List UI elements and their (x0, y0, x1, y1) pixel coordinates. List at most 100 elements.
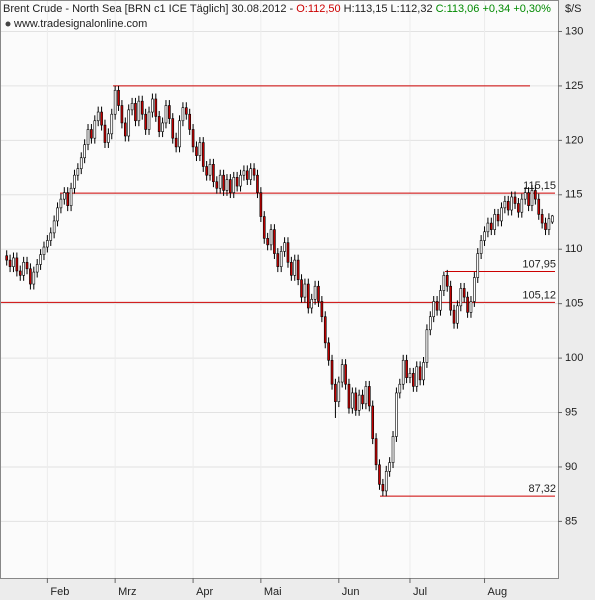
y-tick-label: 130 (565, 25, 583, 37)
y-tick-label: 125 (565, 80, 583, 92)
candle-body (432, 301, 436, 318)
candle-body (161, 122, 164, 132)
candle-body (218, 174, 222, 189)
candle-body (144, 113, 147, 130)
candle-body (388, 462, 391, 472)
candle-body (537, 198, 541, 215)
y-tick-label: 95 (565, 406, 577, 418)
candle-body (273, 229, 276, 254)
candle-body (527, 192, 530, 206)
candle-body (290, 261, 293, 276)
candle-body (530, 190, 534, 206)
candle-body (201, 142, 205, 167)
y-tick-label: 120 (565, 134, 583, 146)
candle-body (59, 198, 63, 209)
candle-body (283, 242, 286, 252)
x-tick-label: Jun (342, 586, 360, 598)
candle-body (493, 214, 497, 230)
candle-body (168, 105, 171, 119)
candle-body (235, 177, 239, 187)
candle-body (222, 174, 225, 191)
candle-body (123, 122, 127, 137)
candle-body (127, 109, 131, 137)
unit-label: $/S (565, 3, 582, 15)
candle-body (120, 105, 124, 124)
candle-body (279, 251, 283, 267)
candle-body (103, 124, 107, 143)
candle-body (412, 373, 415, 387)
candle-body (306, 283, 310, 309)
candle-body (466, 296, 469, 313)
candle-body (178, 120, 181, 148)
candle-body (147, 111, 151, 130)
candle-body (262, 216, 266, 239)
candle-body (435, 301, 439, 311)
candle-body (361, 394, 364, 405)
candle-body (391, 436, 395, 463)
candle-body (489, 222, 493, 230)
candle-body (100, 111, 103, 126)
candle-body (296, 259, 300, 281)
candle-body (506, 201, 510, 211)
y-tick-label: 105 (565, 298, 583, 310)
candle-body (174, 137, 178, 148)
candle-body (198, 142, 202, 156)
candle-body (110, 113, 114, 135)
x-tick-label: Feb (50, 586, 69, 598)
candle-body (249, 168, 253, 180)
candle-body (22, 261, 25, 276)
candle-body (215, 181, 219, 189)
candle-body (239, 174, 242, 187)
candle-body (242, 170, 246, 176)
candle-body (354, 392, 358, 411)
candle-body (428, 316, 432, 331)
candle-body (445, 275, 449, 287)
candle-body (479, 240, 483, 254)
bullet (5, 21, 11, 27)
candle-body (49, 232, 53, 241)
candle-body (303, 283, 307, 298)
candle-body (12, 257, 15, 267)
candle-body (344, 364, 347, 385)
y-tick-label: 110 (565, 243, 583, 255)
level-label: 87,32 (528, 483, 556, 495)
candle-body (181, 107, 185, 122)
candle-body (96, 111, 100, 122)
candle-body (52, 220, 56, 234)
candle-body (520, 198, 524, 213)
candle-body (540, 214, 544, 224)
candle-body (408, 373, 412, 378)
candle-body (8, 259, 12, 267)
candle-body (473, 277, 476, 302)
close-quote: C:113,06 +0,34 +0,30% (436, 3, 552, 15)
candle-body (483, 231, 486, 241)
candle-body (401, 359, 405, 385)
candle-body (42, 246, 46, 255)
x-tick-label: Jul (413, 586, 427, 598)
candle-body (442, 275, 446, 291)
candle-body (323, 316, 327, 344)
candle-body (252, 168, 256, 176)
candle-body (415, 366, 419, 387)
candle-body (66, 192, 70, 206)
level-label: 115,15 (523, 180, 556, 192)
y-tick-label: 115 (565, 189, 583, 201)
title: Brent Crude - North Sea [BRN c1 ICE Tägl… (3, 3, 294, 15)
candle-body (86, 129, 90, 146)
candle-body (32, 271, 36, 285)
candle-body (496, 214, 500, 222)
candle-body (469, 301, 473, 313)
candle-body (449, 285, 452, 311)
y-tick-label: 90 (565, 461, 577, 473)
candle-body (140, 100, 144, 115)
candle-body (503, 201, 507, 209)
candle-body (347, 383, 351, 409)
candle-body (205, 166, 208, 176)
candle-body (500, 207, 503, 222)
candle-body (371, 405, 375, 439)
candle-body (90, 129, 93, 139)
candle-body (398, 383, 402, 394)
subtitle: www.tradesignalonline.com (13, 18, 147, 30)
